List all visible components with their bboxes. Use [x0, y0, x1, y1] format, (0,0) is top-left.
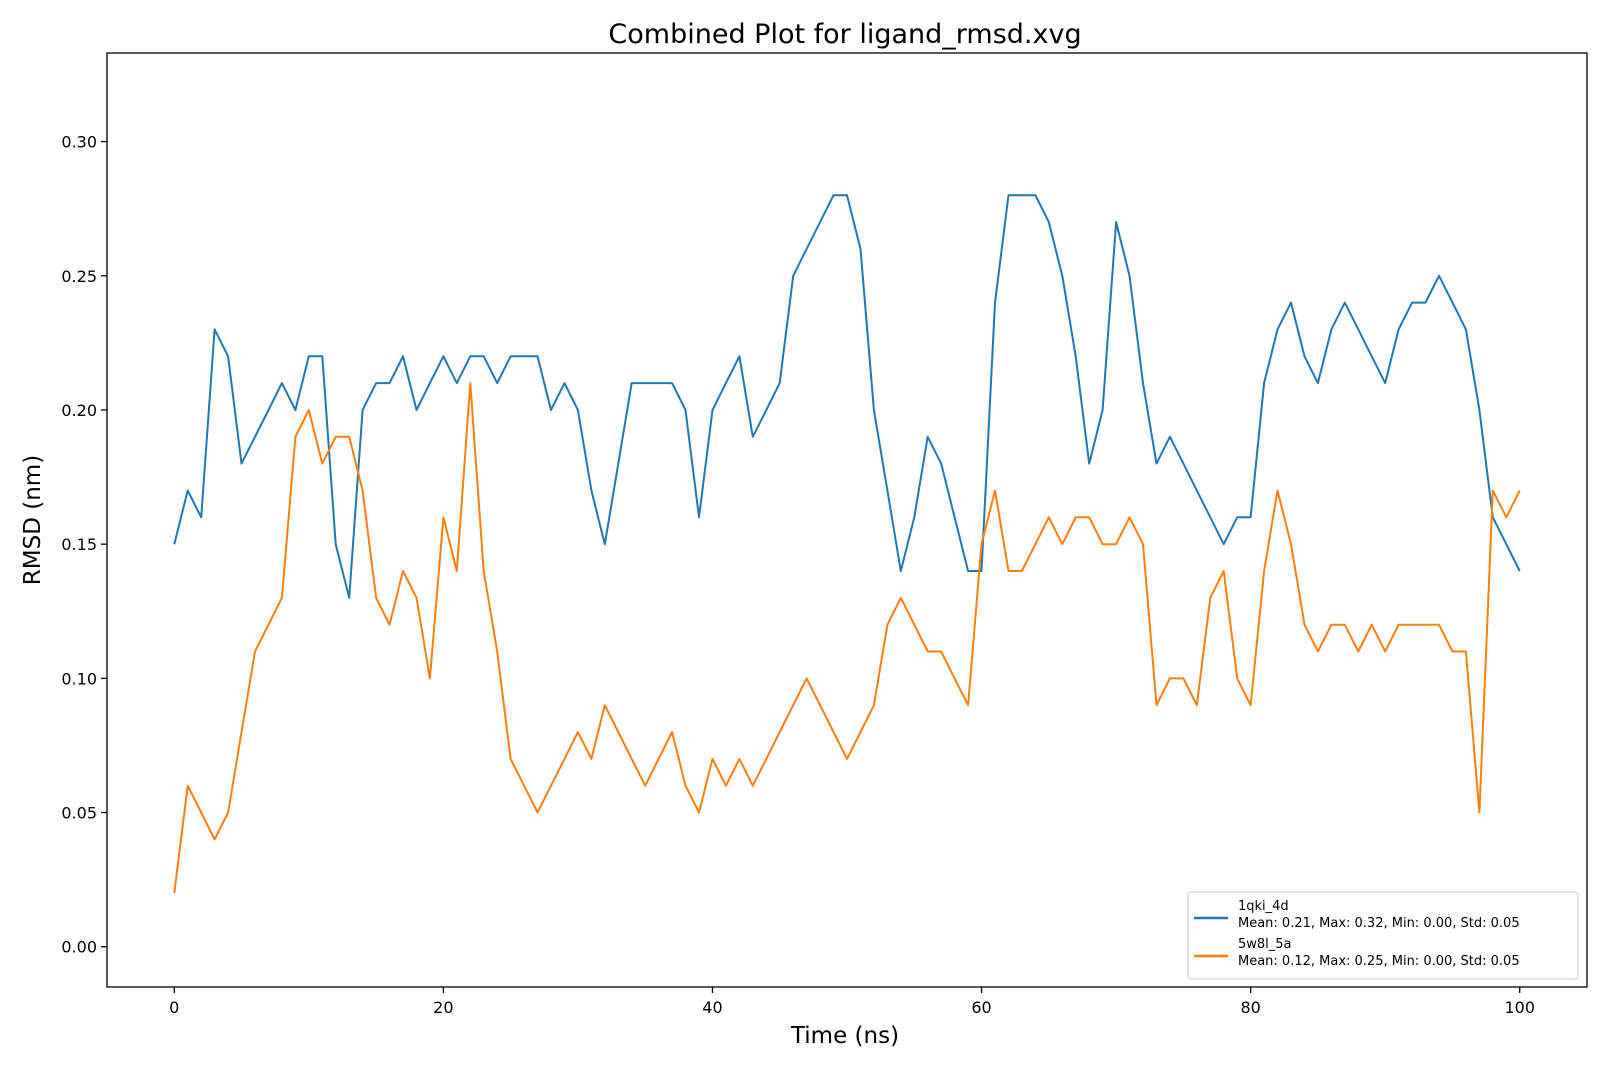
series-line-1 [173, 194, 1521, 599]
axes-frame [106, 52, 1588, 988]
legend-series-stats-2: Mean: 0.12, Max: 0.25, Min: 0.00, Std: 0… [1238, 954, 1520, 969]
legend-series-name-2: 5w8l_5a [1238, 937, 1292, 952]
y-tick-label: 0.25 [61, 267, 97, 286]
x-tick-label: 100 [1504, 998, 1535, 1017]
legend-box [1187, 891, 1579, 980]
chart-title: Combined Plot for ligand_rmsd.xvg [608, 19, 1081, 50]
y-tick-label: 0.30 [61, 133, 97, 152]
series-line-2 [173, 382, 1521, 894]
y-tick-label: 0.15 [61, 535, 97, 554]
x-tick-label: 80 [1240, 998, 1260, 1017]
legend-series-name-1: 1qki_4d [1238, 899, 1289, 914]
legend: 1qki_4d Mean: 0.21, Max: 0.32, Min: 0.00,… [1187, 891, 1579, 980]
y-tick-label: 0.20 [61, 401, 97, 420]
x-tick-label: 0 [169, 998, 179, 1017]
x-axis-title: Time (ns) [790, 1023, 899, 1049]
axes: 0 20 40 60 80 100 0.00 0.05 0.10 0.15 0.20 0.25 0.30 [61, 52, 1588, 1017]
y-tick-label: 0.05 [61, 804, 97, 823]
x-tick-label: 20 [433, 998, 453, 1017]
plot-area [173, 194, 1521, 894]
y-tick-label: 0.00 [61, 938, 97, 957]
y-tick-label: 0.10 [61, 669, 97, 688]
legend-series-stats-1: Mean: 0.21, Max: 0.32, Min: 0.00, Std: 0… [1238, 916, 1520, 931]
x-tick-label: 40 [702, 998, 722, 1017]
x-tick-label: 60 [971, 998, 991, 1017]
y-axis-title: RMSD (nm) [20, 455, 46, 585]
